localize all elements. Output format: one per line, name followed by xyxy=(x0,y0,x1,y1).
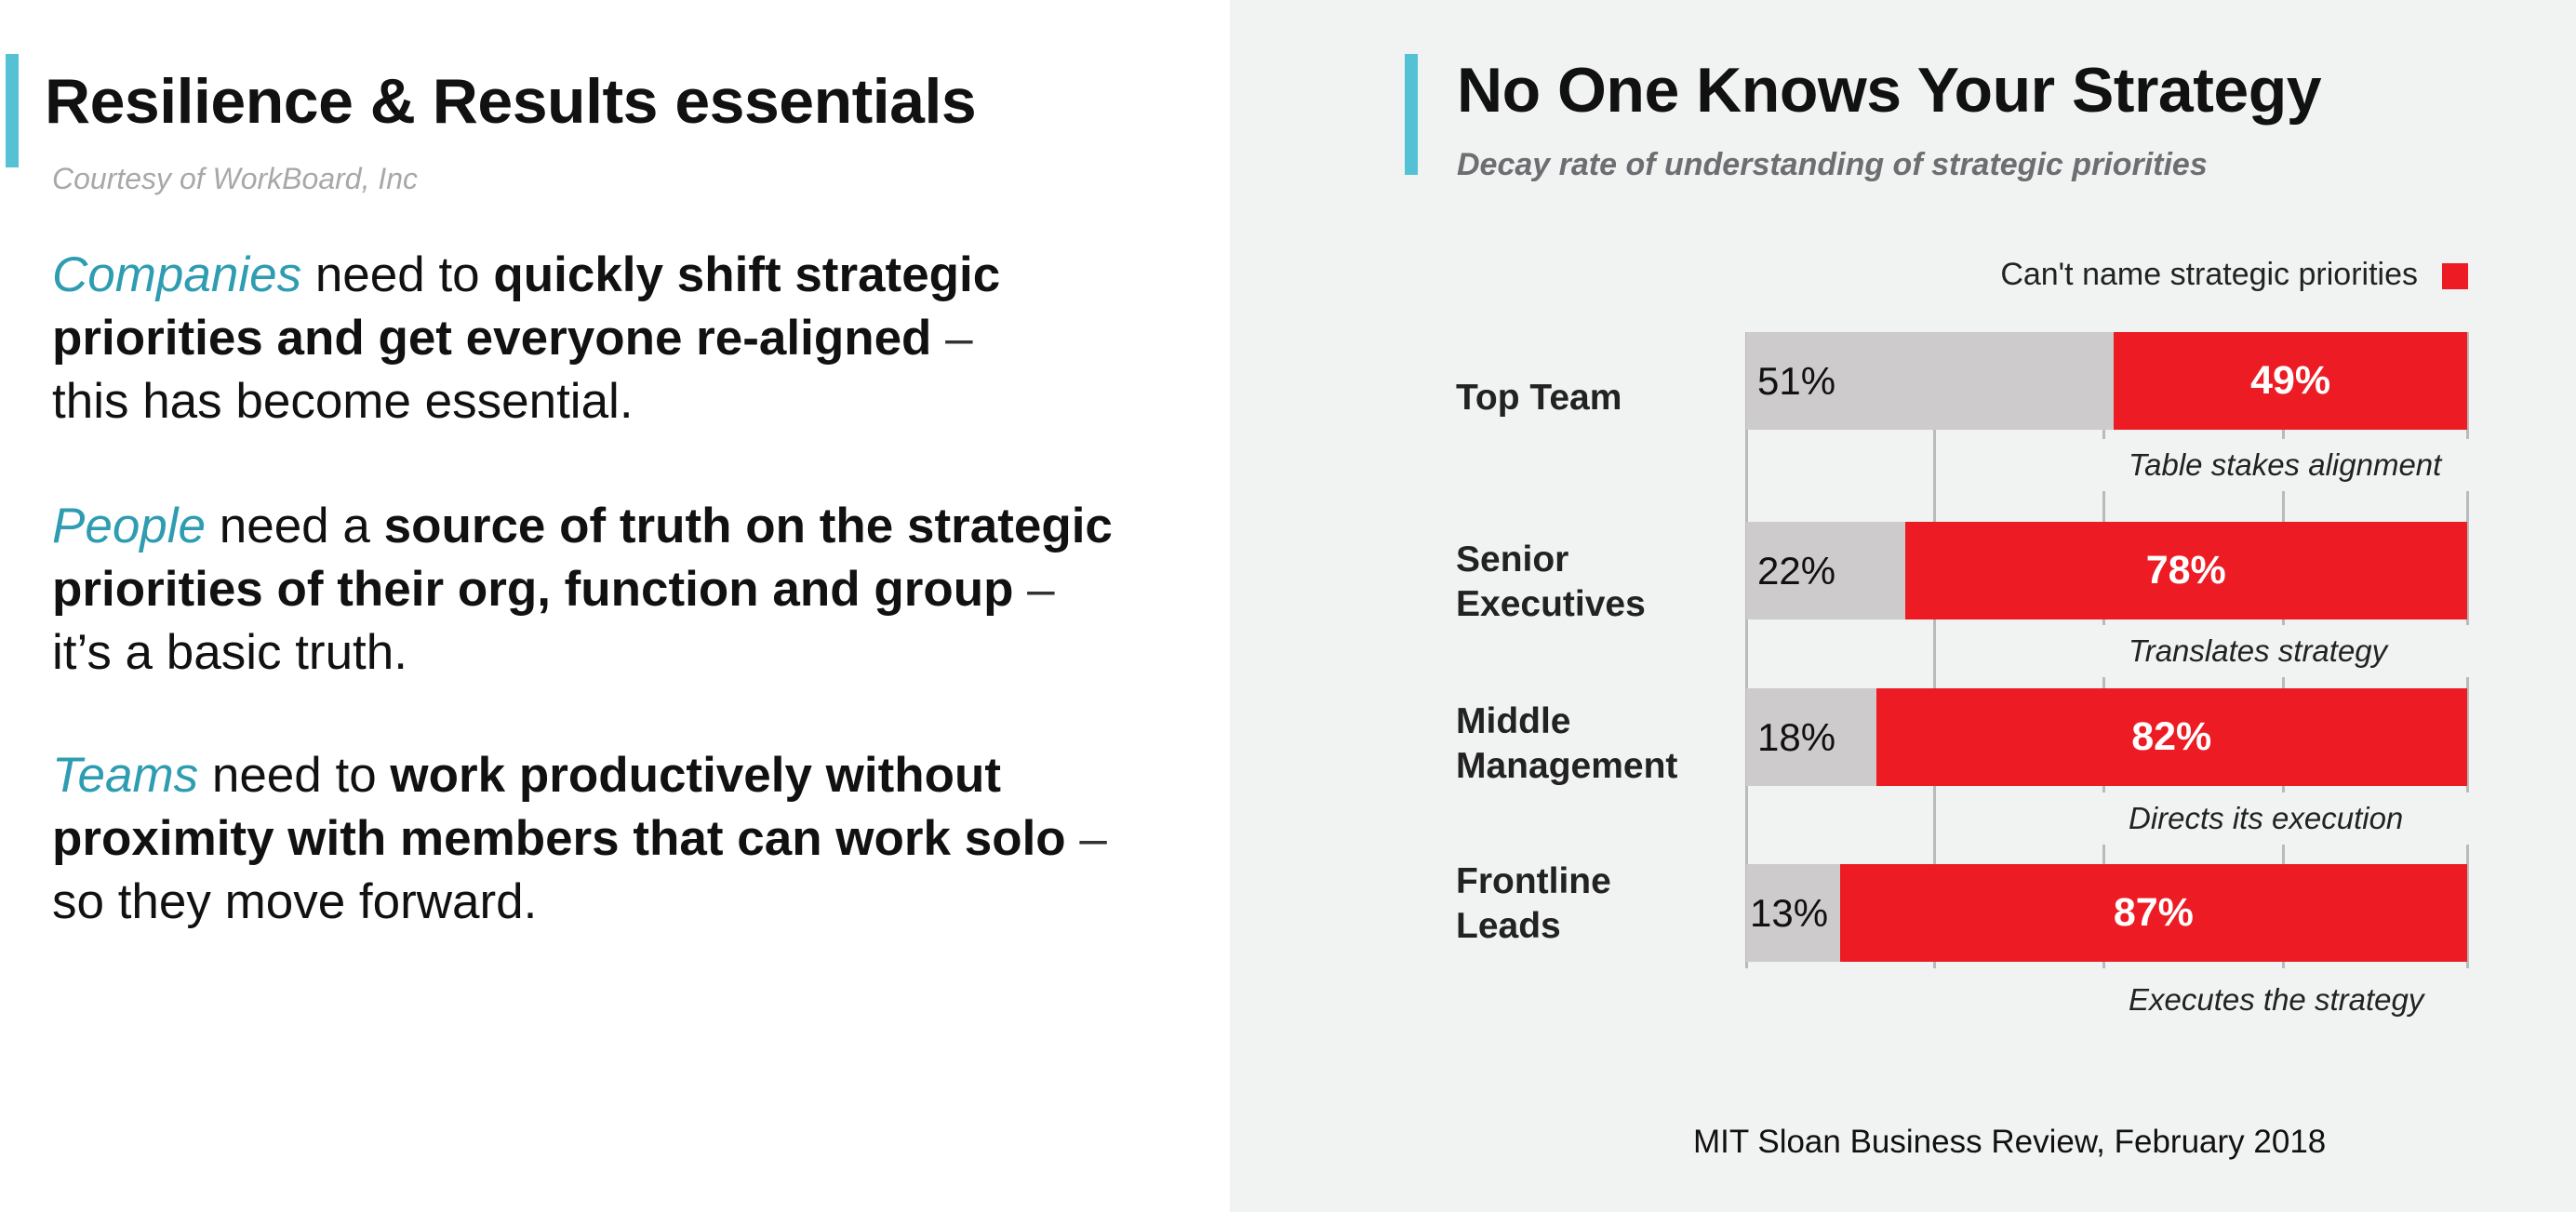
people-mid: need a xyxy=(206,499,384,553)
page-title: Resilience & Results essentials xyxy=(45,66,977,137)
teams-dash: – xyxy=(1065,811,1107,866)
chart-subtitle: Decay rate of understanding of strategic… xyxy=(1457,147,2208,182)
annotation-executes: Executes the strategy xyxy=(2101,974,2538,1026)
companies-lead: Companies xyxy=(52,247,302,302)
people-dash: – xyxy=(1013,562,1055,617)
teams-mid: need to xyxy=(198,748,391,803)
data-label: 87% xyxy=(2113,890,2194,935)
data-label: 13% xyxy=(1750,890,1829,935)
annotation-directs: Directs its execution xyxy=(2101,792,2473,845)
people-lead: People xyxy=(52,499,207,553)
bar-frontline-leads-cant-name: 87% xyxy=(1839,864,2467,962)
bar-senior-executives-named: 22% xyxy=(1746,522,1905,619)
teams-paragraph: Teams need to work productively without … xyxy=(52,744,1215,934)
left-panel: Resilience & Results essentials Courtesy… xyxy=(0,0,1230,1212)
category-label-middle-management: Middle Management xyxy=(1456,701,1678,786)
bar-senior-executives-cant-name: 78% xyxy=(1904,522,2467,619)
chart-title-accent-bar xyxy=(1405,54,1418,175)
companies-mid: need to xyxy=(301,247,494,302)
people-paragraph: People need a source of truth on the str… xyxy=(52,495,1215,685)
bar-top-team-cant-name: 49% xyxy=(2114,332,2467,430)
teams-strong: work productively without proximity with… xyxy=(52,748,1066,866)
companies-dash: – xyxy=(931,311,973,366)
title-accent-bar xyxy=(6,54,19,167)
legend-swatch xyxy=(2442,263,2468,289)
annotation-translates: Translates strategy xyxy=(2101,625,2473,677)
credit-text: Courtesy of WorkBoard, Inc xyxy=(52,162,419,195)
data-label: 51% xyxy=(1757,358,1836,403)
people-tail: it’s a basic truth. xyxy=(52,625,407,680)
annotation-table-stakes: Table stakes alignment xyxy=(2101,439,2473,491)
bar-middle-management-named: 18% xyxy=(1746,688,1876,786)
category-label-senior-executives: Senior Executives xyxy=(1456,539,1646,624)
gridline xyxy=(1745,332,1748,968)
teams-tail: so they move forward. xyxy=(52,874,538,929)
bar-middle-management-cant-name: 82% xyxy=(1875,688,2467,786)
gridline xyxy=(1932,332,1936,968)
data-label: 78% xyxy=(2145,548,2226,593)
people-strong: source of truth on the strategic priorit… xyxy=(52,499,1113,617)
data-label: 18% xyxy=(1757,714,1836,759)
bar-top-team-named: 51% xyxy=(1746,332,2115,430)
data-label: 82% xyxy=(2131,714,2212,759)
chart-title: No One Knows Your Strategy xyxy=(1457,55,2322,126)
legend-label: Can't name strategic priorities xyxy=(2000,257,2418,292)
companies-tail: this has become essential. xyxy=(52,374,634,429)
bar-frontline-leads-named: 13% xyxy=(1746,864,1840,962)
data-label: 49% xyxy=(2250,358,2331,403)
teams-lead: Teams xyxy=(52,748,199,803)
source-citation: MIT Sloan Business Review, February 2018 xyxy=(1693,1124,2327,1160)
category-label-frontline-leads: Frontline Leads xyxy=(1456,861,1611,946)
companies-paragraph: Companies need to quickly shift strategi… xyxy=(52,244,1215,433)
category-label-top-team: Top Team xyxy=(1456,378,1622,418)
data-label: 22% xyxy=(1757,548,1836,593)
companies-strong: quickly shift strategic priorities and g… xyxy=(52,247,1001,366)
